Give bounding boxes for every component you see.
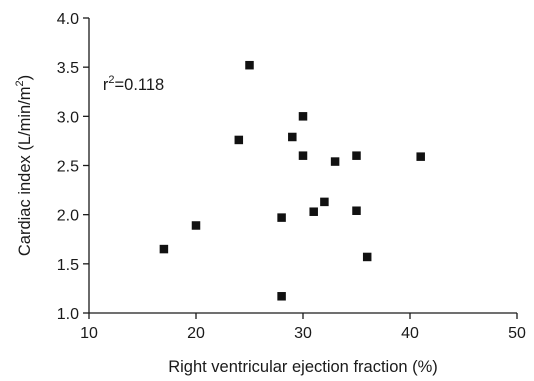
- data-point: [159, 244, 169, 254]
- axes: [88, 18, 517, 314]
- y-tick-label: 1.0: [57, 306, 79, 323]
- y-axis-title-superscript: 2: [14, 80, 26, 86]
- x-tick-label: 50: [508, 325, 526, 342]
- y-ticks: 1.0 1.5 2.0 2.5 3.0 3.5 4.0: [57, 11, 89, 323]
- r-squared-annotation: r2=0.118: [103, 74, 164, 94]
- data-point: [362, 252, 372, 262]
- r-squared-value: =0.118: [115, 76, 165, 94]
- data-point: [234, 135, 244, 145]
- data-point: [298, 112, 308, 121]
- data-point: [352, 206, 361, 215]
- x-tick-label: 40: [401, 325, 419, 342]
- r-squared-superscript: 2: [108, 74, 114, 86]
- data-point: [191, 221, 201, 230]
- x-tick-label: 10: [80, 325, 98, 342]
- x-tick-label: 20: [187, 325, 205, 342]
- x-axis-title: Right ventricular ejection fraction (%): [168, 358, 438, 376]
- y-axis-title-close: ): [16, 75, 34, 81]
- y-tick-label: 3.0: [57, 109, 79, 126]
- data-point: [245, 60, 254, 70]
- data-points: [159, 60, 425, 301]
- data-point: [277, 213, 286, 222]
- data-point: [309, 207, 318, 216]
- data-point: [288, 132, 297, 142]
- y-axis-title-main: Cardiac index (L/min/m: [16, 86, 34, 256]
- data-point: [330, 157, 340, 166]
- data-point: [416, 152, 425, 161]
- y-tick-label: 1.5: [57, 257, 79, 274]
- x-ticks: 10 20 30 40 50: [80, 313, 526, 342]
- r-squared-prefix: r: [103, 76, 109, 94]
- data-point: [320, 197, 329, 207]
- y-axis-title: Cardiac index (L/min/m2): [14, 75, 34, 256]
- y-tick-label: 3.5: [57, 60, 79, 77]
- data-point: [277, 292, 286, 301]
- y-tick-label: 2.5: [57, 159, 79, 176]
- y-tick-label: 4.0: [57, 11, 79, 28]
- data-point: [352, 151, 361, 160]
- data-point: [298, 151, 308, 160]
- y-tick-label: 2.0: [57, 208, 79, 225]
- x-tick-label: 30: [294, 325, 312, 342]
